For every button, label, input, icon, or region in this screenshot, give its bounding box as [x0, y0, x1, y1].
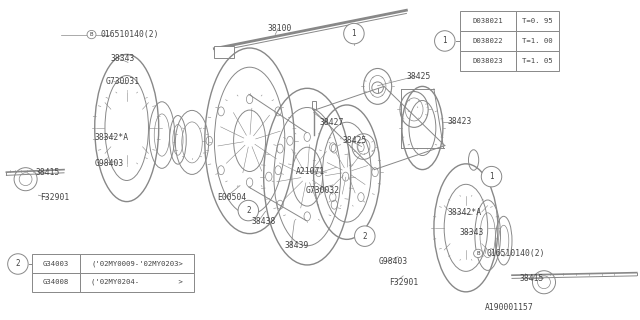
Text: 38415: 38415: [520, 274, 544, 283]
Text: F32901: F32901: [40, 193, 69, 202]
Text: 1: 1: [489, 172, 494, 181]
Text: D038021: D038021: [472, 18, 503, 24]
Text: 1: 1: [351, 29, 356, 38]
Text: G730031: G730031: [106, 77, 140, 86]
Text: 016510140(2): 016510140(2): [486, 249, 545, 258]
Ellipse shape: [87, 30, 96, 39]
Text: 2: 2: [15, 260, 20, 268]
Text: A21071: A21071: [296, 167, 325, 176]
Text: D038023: D038023: [472, 58, 503, 64]
Text: ('02MY0009-'02MY0203>: ('02MY0009-'02MY0203>: [91, 260, 183, 267]
Text: T=1. 05: T=1. 05: [522, 58, 553, 64]
Text: 38425: 38425: [342, 136, 367, 145]
Text: 38342*A: 38342*A: [95, 133, 129, 142]
Text: B: B: [90, 32, 93, 37]
Text: 2: 2: [246, 206, 251, 215]
Text: B: B: [476, 251, 480, 256]
Ellipse shape: [481, 166, 502, 187]
Text: G34008: G34008: [43, 279, 69, 285]
Text: 38425: 38425: [406, 72, 431, 81]
Text: 38342*A: 38342*A: [448, 208, 482, 217]
Ellipse shape: [355, 226, 375, 246]
Text: 38438: 38438: [252, 217, 276, 226]
Text: A190001157: A190001157: [485, 303, 534, 312]
Text: 1: 1: [442, 36, 447, 45]
Text: 38343: 38343: [110, 54, 134, 63]
Bar: [516, 31, 559, 51]
Text: 016510140(2): 016510140(2): [100, 30, 159, 39]
Bar: [214, 46, 234, 58]
Text: G34003: G34003: [43, 261, 69, 267]
Bar: [32, 254, 80, 273]
Text: D038022: D038022: [472, 38, 503, 44]
Bar: [32, 273, 80, 292]
Bar: [312, 101, 316, 109]
Text: 38100: 38100: [268, 24, 292, 33]
Bar: [460, 31, 516, 51]
Text: G730032: G730032: [306, 186, 340, 195]
Text: F32901: F32901: [389, 278, 419, 287]
Text: 38423: 38423: [448, 117, 472, 126]
Text: G98403: G98403: [379, 257, 408, 266]
Text: 2: 2: [362, 232, 367, 241]
Bar: [460, 51, 516, 71]
Ellipse shape: [238, 200, 259, 221]
Ellipse shape: [435, 31, 455, 51]
Bar: [516, 51, 559, 71]
Text: 38427: 38427: [320, 118, 344, 127]
Ellipse shape: [474, 249, 483, 258]
Text: 38439: 38439: [285, 241, 309, 250]
Ellipse shape: [344, 23, 364, 44]
Text: 38343: 38343: [460, 228, 484, 237]
Text: T=0. 95: T=0. 95: [522, 18, 553, 24]
Bar: [80, 254, 194, 273]
Text: E00504: E00504: [218, 193, 247, 202]
Bar: [460, 11, 516, 31]
Bar: [80, 273, 194, 292]
Text: ('02MY0204-         >: ('02MY0204- >: [91, 279, 183, 285]
Bar: [516, 11, 559, 31]
Text: G98403: G98403: [95, 159, 124, 168]
Text: 38415: 38415: [35, 168, 60, 177]
Text: T=1. 00: T=1. 00: [522, 38, 553, 44]
Ellipse shape: [8, 254, 28, 274]
